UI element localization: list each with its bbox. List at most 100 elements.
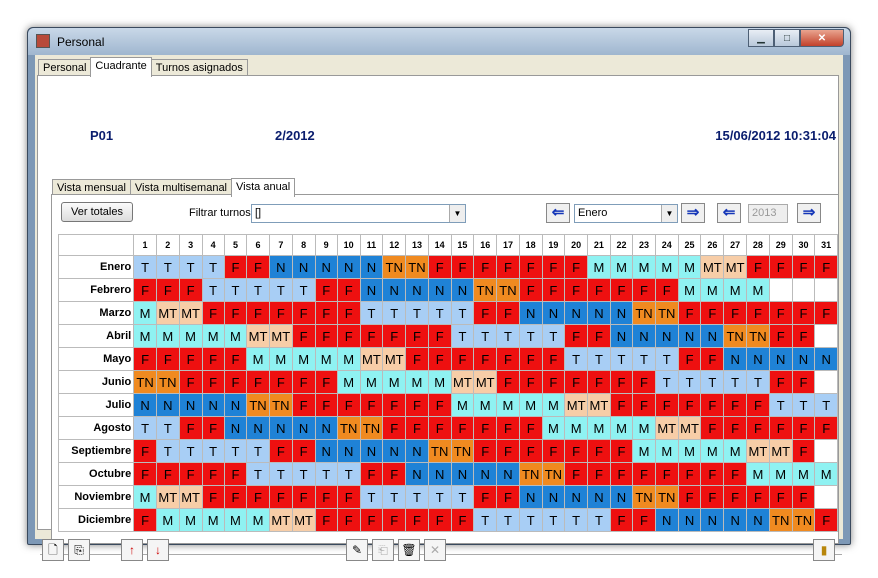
shift-cell[interactable]: F (496, 347, 520, 371)
shift-cell[interactable]: F (518, 255, 543, 279)
shift-cell[interactable]: T (314, 462, 338, 486)
shift-cell[interactable]: N (427, 278, 452, 302)
shift-cell[interactable]: M (359, 370, 384, 394)
shift-cell[interactable]: M (723, 278, 748, 302)
shift-cell[interactable]: N (632, 324, 656, 348)
shift-cell[interactable]: F (201, 301, 225, 325)
shift-cell[interactable]: F (336, 301, 361, 325)
shift-cell[interactable]: M (609, 255, 634, 279)
title-bar[interactable]: Personal ▁ □ ✕ (28, 28, 850, 55)
shift-cell[interactable]: TN (632, 485, 656, 509)
shift-cell[interactable]: T (654, 370, 679, 394)
shift-cell[interactable]: F (609, 278, 634, 302)
shift-cell[interactable]: M (155, 324, 180, 348)
shift-cell[interactable]: F (700, 347, 725, 371)
shift-cell[interactable]: F (496, 485, 520, 509)
shift-cell[interactable]: T (473, 508, 498, 532)
shift-cell[interactable]: N (268, 255, 293, 279)
shift-cell[interactable]: T (155, 439, 180, 463)
month-select[interactable]: Enero ▼ (574, 204, 678, 223)
shift-cell[interactable]: TN (450, 439, 475, 463)
shift-cell[interactable]: F (246, 255, 270, 279)
prev-month-button[interactable]: ⇐ (546, 203, 570, 223)
shift-cell[interactable]: M (336, 370, 361, 394)
shift-cell[interactable]: F (518, 347, 543, 371)
shift-cell[interactable]: F (201, 416, 225, 440)
shift-cell[interactable]: N (541, 485, 566, 509)
shift-cell[interactable] (814, 278, 838, 302)
shift-cell[interactable]: F (450, 347, 475, 371)
shift-cell[interactable]: N (518, 301, 543, 325)
shift-cell[interactable]: F (223, 370, 248, 394)
shift-cell[interactable]: F (268, 370, 293, 394)
copy-document-button[interactable]: ⎘ (68, 539, 90, 561)
shift-cell[interactable]: F (768, 416, 793, 440)
shift-cell[interactable]: TN (155, 370, 180, 394)
shift-cell[interactable]: F (382, 324, 407, 348)
shift-cell[interactable]: T (814, 393, 838, 417)
shift-cell[interactable]: F (314, 370, 338, 394)
shift-cell[interactable]: MT (178, 485, 203, 509)
shift-cell[interactable]: N (450, 278, 475, 302)
shift-cell[interactable]: F (133, 462, 157, 486)
shift-cell[interactable]: T (564, 347, 589, 371)
tab-cuadrante[interactable]: Cuadrante (90, 57, 152, 77)
shift-cell[interactable]: TN (405, 255, 429, 279)
shift-cell[interactable]: F (632, 462, 656, 486)
shift-cell[interactable]: N (359, 439, 384, 463)
shift-cell[interactable]: N (405, 278, 429, 302)
shift-cell[interactable]: TN (791, 508, 816, 532)
shift-cell[interactable]: N (382, 278, 407, 302)
shift-cell[interactable]: N (564, 485, 589, 509)
shift-cell[interactable] (768, 278, 793, 302)
shift-cell[interactable]: N (382, 439, 407, 463)
shift-cell[interactable]: F (746, 485, 770, 509)
shift-cell[interactable]: T (201, 439, 225, 463)
shift-cell[interactable]: F (268, 485, 293, 509)
shift-cell[interactable]: TN (359, 416, 384, 440)
shift-cell[interactable]: TN (654, 301, 679, 325)
shift-cell[interactable]: TN (246, 393, 270, 417)
shift-cell[interactable]: M (632, 439, 656, 463)
shift-cell[interactable]: MT (291, 508, 316, 532)
shift-cell[interactable]: F (359, 508, 384, 532)
shift-cell[interactable]: N (814, 347, 838, 371)
shift-cell[interactable]: N (609, 324, 634, 348)
shift-cell[interactable]: F (405, 508, 429, 532)
shift-cell[interactable]: N (723, 508, 748, 532)
shift-cell[interactable]: F (541, 255, 566, 279)
shift-cell[interactable]: F (427, 393, 452, 417)
shift-cell[interactable]: MT (178, 301, 203, 325)
shift-cell[interactable]: F (654, 393, 679, 417)
shift-cell[interactable]: M (632, 416, 656, 440)
shift-cell[interactable]: M (178, 324, 203, 348)
shift-cell[interactable]: F (587, 278, 611, 302)
shift-cell[interactable]: TN (518, 462, 543, 486)
shift-cell[interactable]: F (382, 393, 407, 417)
shift-cell[interactable]: M (564, 416, 589, 440)
shift-cell[interactable]: F (541, 347, 566, 371)
shift-cell[interactable]: F (609, 393, 634, 417)
shift-cell[interactable]: T (450, 324, 475, 348)
shift-cell[interactable]: F (133, 347, 157, 371)
shift-cell[interactable]: F (518, 370, 543, 394)
shift-cell[interactable]: N (201, 393, 225, 417)
shift-cell[interactable]: F (291, 485, 316, 509)
shift-cell[interactable]: F (473, 439, 498, 463)
ver-totales-button[interactable]: Ver totales (61, 202, 133, 222)
shift-cell[interactable]: N (223, 393, 248, 417)
tab-vista-anual[interactable]: Vista anual (231, 178, 296, 197)
next-year-button[interactable]: ⇒ (797, 203, 821, 223)
shift-cell[interactable]: T (178, 255, 203, 279)
shift-cell[interactable]: F (473, 416, 498, 440)
shift-cell[interactable]: F (291, 301, 316, 325)
shift-cell[interactable]: F (178, 347, 203, 371)
shift-cell[interactable]: F (768, 255, 793, 279)
shift-cell[interactable]: F (496, 370, 520, 394)
shift-cell[interactable]: TN (382, 255, 407, 279)
shift-cell[interactable]: F (496, 301, 520, 325)
shift-cell[interactable]: MT (746, 439, 770, 463)
shift-cell[interactable]: F (359, 393, 384, 417)
shift-cell[interactable]: T (700, 370, 725, 394)
shift-cell[interactable]: F (473, 255, 498, 279)
